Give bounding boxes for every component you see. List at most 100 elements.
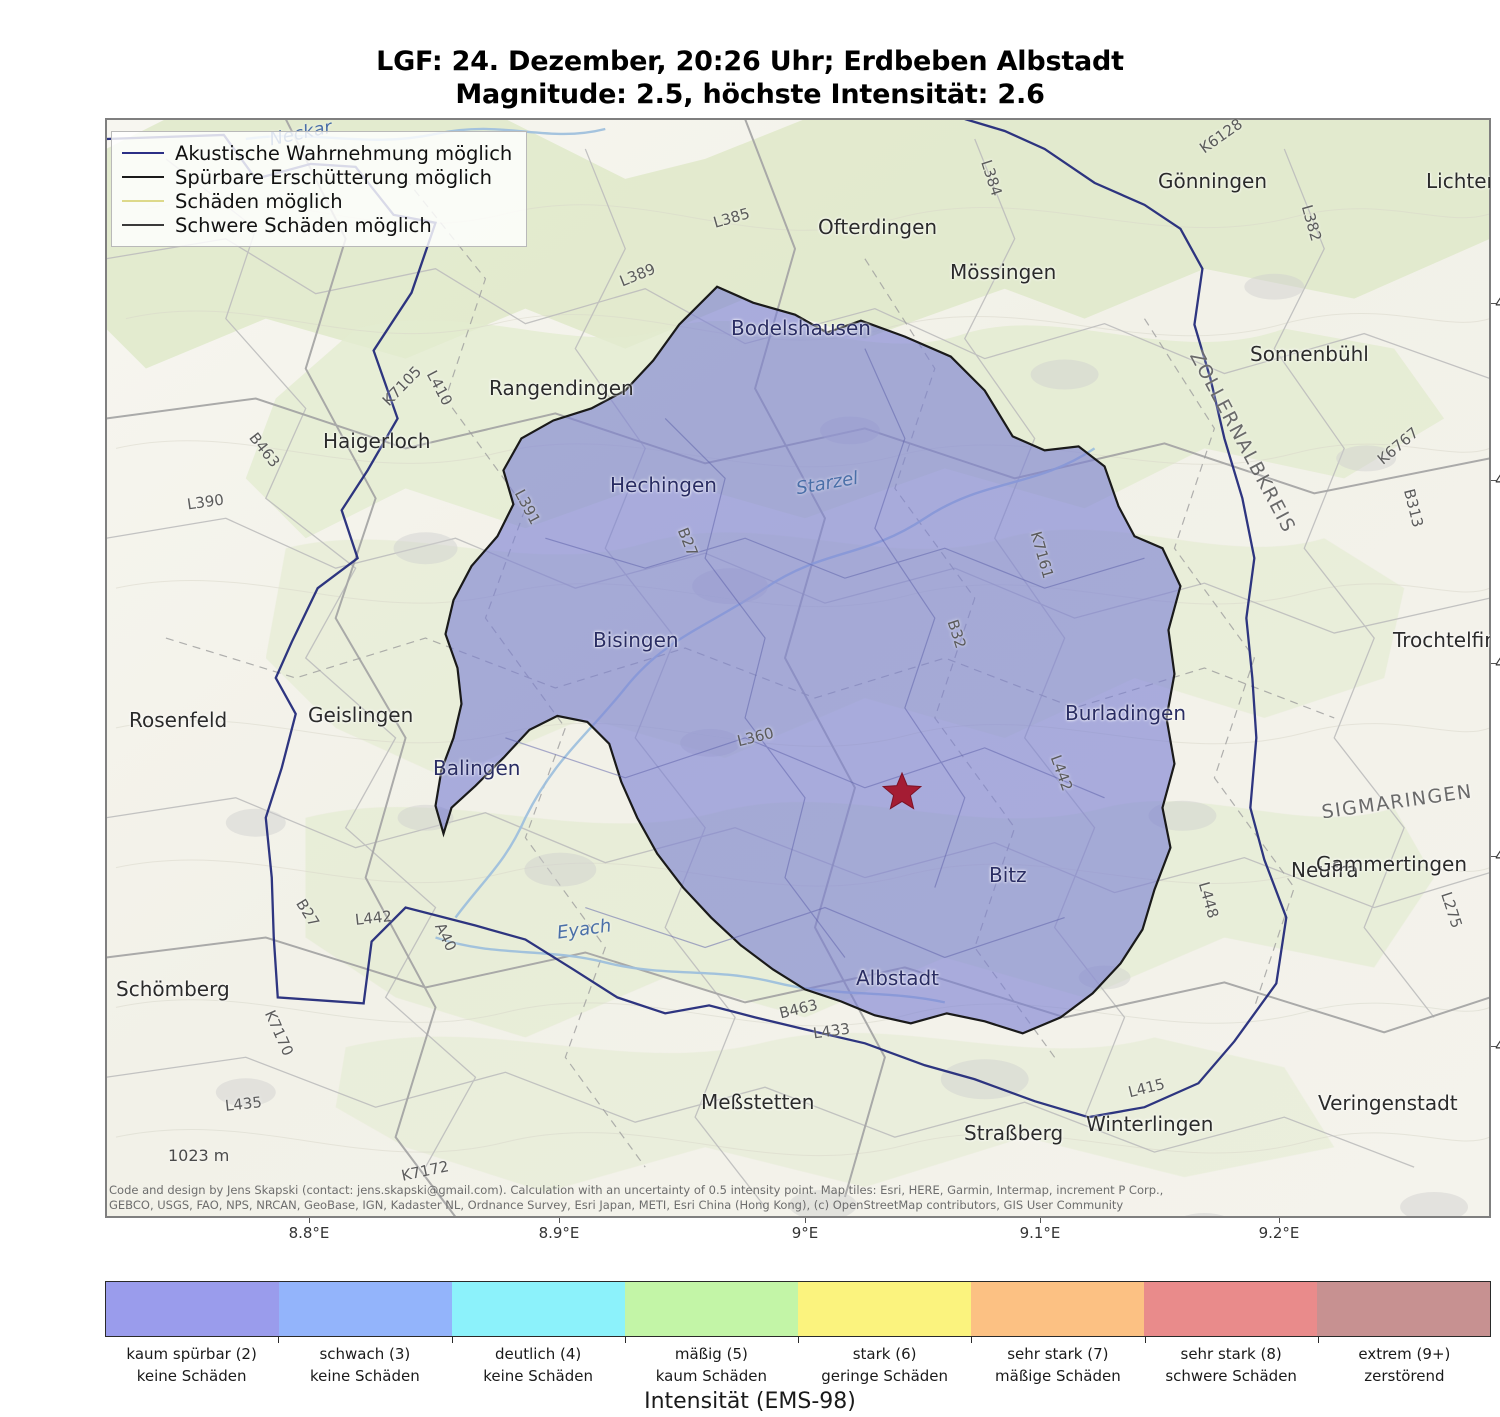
map-svg bbox=[106, 119, 1490, 1217]
attribution-line-1: Code and design by Jens Skapski (contact… bbox=[109, 1182, 1164, 1197]
map-basemap bbox=[106, 119, 1490, 1217]
y-tick-label: 4 bbox=[1495, 1037, 1500, 1055]
colorbar-label-top: sehr stark (8) bbox=[1180, 1345, 1282, 1363]
colorbar-tick bbox=[1317, 1337, 1319, 1343]
colorbar-cell bbox=[625, 1282, 798, 1336]
colorbar-label-top: mäßig (5) bbox=[674, 1345, 748, 1363]
colorbar-cell bbox=[279, 1282, 452, 1336]
place-label: Lichtens bbox=[1426, 169, 1490, 193]
colorbar-cell bbox=[971, 1282, 1144, 1336]
colorbar-label: extrem (9+) zerstörend bbox=[1358, 1344, 1450, 1388]
place-label: Ofterdingen bbox=[818, 215, 938, 239]
colorbar-label: sehr stark (8) schwere Schäden bbox=[1165, 1344, 1297, 1388]
x-tick-label: 9.2°E bbox=[1258, 1224, 1300, 1242]
place-label: Gammertingen bbox=[1316, 852, 1467, 876]
place-label: Neufra bbox=[1291, 858, 1359, 882]
title-line-2: Magnitude: 2.5, höchste Intensität: 2.6 bbox=[455, 78, 1045, 110]
y-tick-mark bbox=[1491, 303, 1496, 304]
felt-shaking-area bbox=[434, 285, 1182, 1035]
y-tick-mark bbox=[1491, 663, 1496, 664]
map-scale-text: 1023 m bbox=[168, 1146, 230, 1165]
colorbar-cell bbox=[1144, 1282, 1317, 1336]
colorbar-label: stark (6) geringe Schäden bbox=[821, 1344, 948, 1388]
x-tick-label: 9°E bbox=[791, 1224, 819, 1242]
legend-item-damage: Schäden möglich bbox=[122, 189, 512, 213]
x-tick-mark bbox=[559, 1218, 560, 1223]
colorbar-label-bottom: keine Schäden bbox=[483, 1366, 594, 1385]
place-label: Geislingen bbox=[308, 703, 414, 727]
y-tick-label: 4 bbox=[1495, 847, 1500, 865]
place-label: Schömberg bbox=[116, 977, 230, 1001]
x-tick-mark bbox=[1040, 1218, 1041, 1223]
colorbar-tick bbox=[624, 1337, 626, 1343]
place-label: Mössingen bbox=[950, 260, 1057, 284]
place-label: Bitz bbox=[989, 863, 1027, 887]
place-label: Veringenstadt bbox=[1318, 1091, 1458, 1115]
colorbar-labels: kaum spürbar (2) keine Schäden schwach (3)… bbox=[105, 1344, 1491, 1394]
place-label: Hechingen bbox=[610, 473, 717, 497]
legend-line-severe-damage bbox=[122, 224, 164, 226]
colorbar-label: schwach (3) keine Schäden bbox=[310, 1344, 420, 1388]
place-label: Rosenfeld bbox=[129, 708, 228, 732]
place-label: Albstadt bbox=[856, 966, 939, 990]
colorbar-cell bbox=[106, 1282, 279, 1336]
colorbar-label-bottom: zerstörend bbox=[1364, 1366, 1445, 1385]
place-label: Winterlingen bbox=[1086, 1112, 1214, 1136]
epicenter-star-icon bbox=[881, 771, 923, 811]
place-label: Bisingen bbox=[593, 628, 679, 652]
colorbar-label-bottom: mäßige Schäden bbox=[995, 1366, 1121, 1385]
colorbar-cell bbox=[452, 1282, 625, 1336]
colorbar-axis-title: Intensität (EMS-98) bbox=[644, 1389, 856, 1414]
colorbar-tick bbox=[971, 1337, 973, 1343]
colorbar-label: deutlich (4) keine Schäden bbox=[483, 1344, 593, 1388]
road-label: L442 bbox=[354, 907, 393, 929]
colorbar-label: mäßig (5) kaum Schäden bbox=[656, 1344, 767, 1388]
place-label: Balingen bbox=[433, 756, 521, 780]
colorbar-cell bbox=[1317, 1282, 1490, 1336]
x-tick-label: 8.9°E bbox=[538, 1224, 580, 1242]
page-title: LGF: 24. Dezember, 20:26 Uhr; Erdbeben A… bbox=[0, 46, 1500, 112]
x-tick-label: 8.8°E bbox=[288, 1224, 330, 1242]
acoustic-perception-contour bbox=[106, 119, 1288, 1119]
legend-item-felt: Spürbare Erschütterung möglich bbox=[122, 165, 512, 189]
legend: Akustische Wahrnehmung möglich Spürbare … bbox=[111, 131, 528, 247]
colorbar-label-bottom: schwere Schäden bbox=[1165, 1366, 1297, 1385]
map-frame[interactable]: Akustische Wahrnehmung möglich Spürbare … bbox=[105, 118, 1491, 1218]
colorbar-tick bbox=[798, 1337, 799, 1343]
place-label: Haigerloch bbox=[323, 429, 431, 453]
legend-label-damage: Schäden möglich bbox=[175, 189, 343, 213]
colorbar-label-bottom: keine Schäden bbox=[309, 1366, 420, 1385]
y-tick-mark bbox=[1491, 856, 1496, 857]
place-label: Gönningen bbox=[1158, 169, 1267, 193]
colorbar-label-top: deutlich (4) bbox=[495, 1345, 582, 1363]
colorbar-cell bbox=[798, 1282, 971, 1336]
legend-item-acoustic: Akustische Wahrnehmung möglich bbox=[122, 141, 512, 165]
intensity-colorbar[interactable] bbox=[105, 1281, 1491, 1343]
colorbar-tick bbox=[1144, 1337, 1146, 1343]
legend-line-felt bbox=[122, 176, 164, 178]
x-tick-label: 9.1°E bbox=[1019, 1224, 1061, 1242]
colorbar-label-bottom: geringe Schäden bbox=[821, 1366, 949, 1385]
y-tick-label: 4 bbox=[1495, 294, 1500, 312]
colorbar-label-top: schwach (3) bbox=[319, 1345, 411, 1363]
legend-line-acoustic bbox=[122, 152, 164, 154]
colorbar-tick bbox=[451, 1337, 453, 1343]
colorbar-cells bbox=[105, 1281, 1491, 1337]
colorbar-tick bbox=[278, 1337, 280, 1343]
colorbar-label: sehr stark (7) mäßige Schäden bbox=[995, 1344, 1121, 1388]
x-tick-mark bbox=[805, 1218, 806, 1223]
colorbar-label: kaum spürbar (2) keine Schäden bbox=[126, 1344, 256, 1388]
y-tick-mark bbox=[1491, 480, 1496, 481]
colorbar-label-top: kaum spürbar (2) bbox=[126, 1345, 257, 1363]
x-tick-mark bbox=[309, 1218, 310, 1223]
attribution-line-2: GEBCO, USGS, FAO, NPS, NRCAN, GeoBase, I… bbox=[109, 1198, 1124, 1213]
place-label: Sonnenbühl bbox=[1250, 342, 1369, 366]
place-label: Rangendingen bbox=[489, 376, 634, 400]
place-label: Straßberg bbox=[964, 1121, 1064, 1145]
legend-label-severe-damage: Schwere Schäden möglich bbox=[175, 213, 432, 237]
place-label: Burladingen bbox=[1065, 701, 1187, 725]
place-label: Trochtelfing bbox=[1393, 628, 1490, 652]
y-tick-label: 4 bbox=[1495, 654, 1500, 672]
colorbar-label-bottom: kaum Schäden bbox=[655, 1366, 767, 1385]
